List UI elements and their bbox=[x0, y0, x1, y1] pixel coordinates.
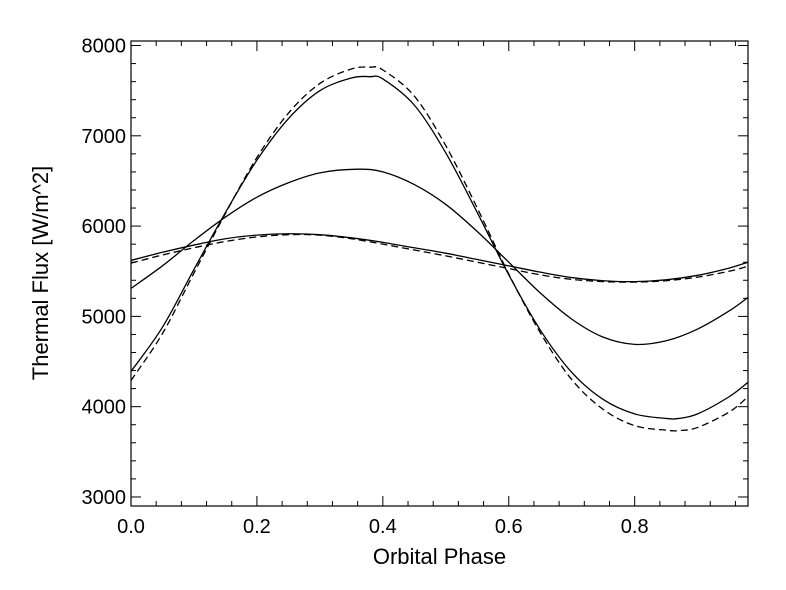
x-tick-label: 0.4 bbox=[369, 516, 397, 538]
major-ticks bbox=[130, 41, 748, 506]
x-axis-title: Orbital Phase bbox=[373, 544, 506, 569]
y-tick-label: 8000 bbox=[82, 36, 127, 58]
plot-frame bbox=[130, 40, 749, 507]
series-line-4-solid bbox=[130, 233, 749, 283]
x-tick-label: 0.0 bbox=[117, 516, 145, 538]
series-line-3-solid bbox=[130, 168, 749, 346]
x-tick-label: 0.2 bbox=[243, 516, 271, 538]
series-line-1-solid bbox=[130, 75, 749, 420]
y-tick-labels: 3000 4000 5000 6000 7000 8000 bbox=[82, 36, 127, 509]
y-tick-label: 7000 bbox=[82, 126, 127, 148]
x-tick-labels: 0.0 0.2 0.4 0.6 0.8 bbox=[117, 516, 648, 538]
y-tick-label: 3000 bbox=[82, 487, 127, 509]
y-axis-title: Thermal Flux [W/m^2] bbox=[28, 166, 53, 380]
series-layer bbox=[130, 66, 749, 432]
y-tick-label: 5000 bbox=[82, 306, 127, 328]
series-line-2-dashed bbox=[130, 66, 749, 432]
minor-ticks bbox=[131, 41, 748, 506]
y-tick-label: 6000 bbox=[82, 216, 127, 238]
x-tick-label: 0.6 bbox=[495, 516, 523, 538]
x-tick-label: 0.8 bbox=[621, 516, 649, 538]
y-tick-label: 4000 bbox=[82, 397, 127, 419]
series-line-5-dashed bbox=[130, 233, 749, 283]
